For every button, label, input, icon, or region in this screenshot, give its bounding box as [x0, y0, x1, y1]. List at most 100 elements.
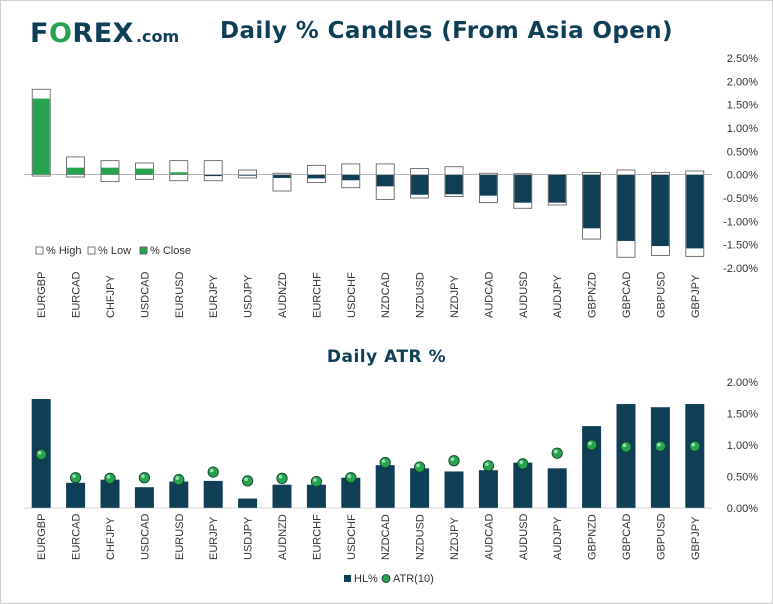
atr-marker — [482, 460, 494, 472]
atr-marker — [173, 474, 185, 486]
atr-category-label: AUDNZD — [277, 514, 289, 560]
candle-close-fill — [135, 168, 153, 175]
atr-category-label: AUDUSD — [518, 513, 530, 560]
atr-marker-highlight — [37, 451, 42, 455]
atr-legend-swatch-atr — [381, 574, 391, 583]
candle-close-fill — [342, 174, 360, 181]
candle-close-fill — [514, 174, 532, 203]
hl-bar — [410, 468, 430, 508]
hl-bar — [685, 404, 705, 508]
candles-category-label: GBPJPY — [690, 274, 702, 318]
candles-category-label: CHFJPY — [105, 275, 117, 318]
candle-close-fill — [32, 98, 50, 175]
candle-close-fill — [479, 174, 497, 196]
candle-close-fill — [170, 172, 188, 175]
atr-marker-highlight — [381, 459, 386, 463]
hl-bar — [444, 471, 464, 508]
candles-y-tick-label: -1.50% — [723, 240, 758, 252]
atr-marker — [379, 457, 391, 469]
atr-marker — [310, 475, 322, 488]
candles-legend-label: % Close — [150, 245, 191, 257]
candles-y-tick-label: -0.50% — [723, 193, 758, 205]
hl-bar — [513, 462, 533, 508]
candle-close-fill — [273, 174, 291, 178]
candle-close-fill — [617, 174, 635, 241]
atr-marker-highlight — [175, 476, 180, 480]
candles-y-tick-label: 0.00% — [727, 170, 758, 182]
candles-category-label: GBPNZD — [587, 272, 599, 318]
candles-category-label: USDCHF — [346, 272, 358, 318]
atr-legend-label: ATR(10) — [393, 573, 434, 585]
candle-close-fill — [548, 174, 566, 203]
candles-category-label: AUDUSD — [518, 271, 530, 318]
atr-marker-highlight — [553, 449, 558, 454]
candles-y-tick-label: 1.50% — [727, 100, 758, 112]
candles-category-label: AUDJPY — [552, 274, 564, 318]
atr-category-label: USDJPY — [243, 516, 255, 560]
atr-category-label: NZDJPY — [449, 517, 461, 560]
atr-marker-highlight — [72, 474, 76, 478]
atr-category-label: AUDJPY — [552, 516, 564, 560]
atr-marker — [35, 448, 47, 461]
candle-range-bar — [203, 160, 223, 182]
candle-close-fill — [101, 167, 119, 175]
candle-range-bar — [169, 160, 189, 182]
hl-bar — [375, 465, 395, 508]
hl-bar — [238, 498, 258, 508]
hl-bar — [169, 481, 189, 508]
atr-category-label: GBPCAD — [621, 513, 633, 560]
atr-marker-highlight — [450, 457, 455, 461]
atr-marker — [689, 440, 701, 452]
atr-marker-highlight — [519, 460, 524, 465]
atr-y-tick-label: 1.00% — [727, 440, 758, 452]
candles-y-tick-label: 2.00% — [727, 76, 758, 88]
hl-bar — [650, 407, 670, 508]
atr-marker — [345, 472, 357, 484]
atr-chart-title: Daily ATR % — [326, 347, 447, 367]
candles-legend-swatch — [35, 246, 44, 255]
atr-marker-highlight — [485, 462, 489, 466]
candles-legend-swatch — [87, 246, 96, 255]
candles-category-label: NZDUSD — [415, 272, 427, 318]
atr-marker-highlight — [657, 442, 661, 447]
candles-y-tick-label: 2.50% — [727, 53, 758, 65]
atr-category-label: GBPNZD — [587, 514, 599, 560]
atr-category-label: CHFJPY — [105, 517, 117, 560]
atr-marker-highlight — [622, 443, 627, 448]
atr-marker — [620, 441, 632, 453]
forex-logo: F O REX .com — [30, 18, 179, 52]
atr-legend-label: HL% — [354, 573, 378, 585]
candles-legend-label: % Low — [98, 245, 131, 257]
atr-marker — [585, 439, 598, 451]
atr-marker — [138, 472, 150, 484]
candles-chart-title: Daily % Candles (From Asia Open) — [220, 18, 673, 44]
candle-close-fill — [67, 167, 85, 175]
candle-close-fill — [204, 174, 222, 177]
atr-category-label: AUDCAD — [483, 513, 495, 560]
atr-y-tick-label: 2.00% — [727, 377, 758, 389]
atr-marker — [104, 472, 116, 484]
atr-marker-highlight — [244, 477, 248, 482]
hl-bar — [616, 404, 636, 508]
atr-marker — [517, 458, 529, 470]
atr-marker-highlight — [141, 474, 145, 478]
atr-category-label: USDCAD — [139, 513, 151, 560]
logo-domain: .com — [135, 27, 180, 46]
atr-marker — [276, 472, 288, 484]
atr-marker-highlight — [106, 474, 111, 479]
atr-marker — [413, 461, 426, 473]
logo-text-o: O — [48, 18, 73, 49]
atr-y-tick-label: 0.50% — [727, 472, 758, 484]
candles-category-label: EURUSD — [174, 271, 186, 318]
hl-bar — [306, 484, 326, 508]
hl-bar — [203, 480, 223, 508]
atr-category-label: EURJPY — [208, 516, 220, 560]
candles-category-label: NZDCAD — [380, 272, 392, 318]
atr-category-label: EURCAD — [71, 513, 83, 560]
atr-y-tick-label: 0.00% — [727, 503, 758, 515]
candles-legend-label: % High — [46, 245, 81, 257]
logo-text-f: F — [30, 18, 49, 49]
atr-y-tick-label: 1.50% — [727, 409, 758, 421]
candles-category-label: USDJPY — [243, 274, 255, 318]
candles-y-tick-label: 1.00% — [727, 123, 758, 135]
